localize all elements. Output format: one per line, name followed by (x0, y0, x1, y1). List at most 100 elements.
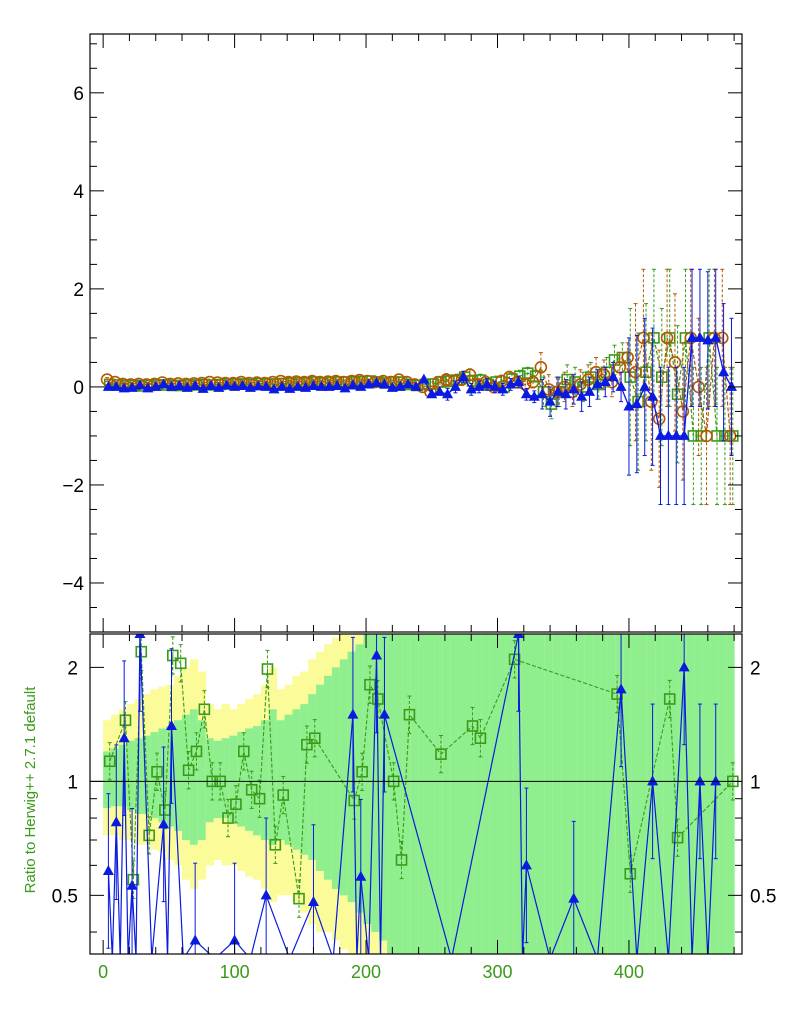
band-inner (276, 720, 286, 841)
ratio-green-point (230, 798, 242, 811)
band-inner (686, 634, 696, 954)
ratio-green-point (663, 693, 676, 705)
series-point (260, 380, 272, 391)
series-point (236, 379, 248, 390)
band-inner (623, 634, 633, 954)
band-inner (465, 634, 475, 954)
band-inner (197, 720, 207, 841)
band-inner (134, 738, 144, 814)
band-inner (473, 634, 483, 954)
series-point (660, 331, 674, 345)
ratio-blue-point (378, 708, 390, 719)
band-inner (592, 634, 601, 954)
ratio-green-point (364, 678, 376, 691)
series-point (581, 373, 595, 386)
band-inner (363, 634, 372, 925)
band-inner (355, 644, 364, 913)
ratio-green-point (167, 649, 179, 662)
band-inner (300, 704, 309, 855)
ratio-y-tick-label-left: 1 (67, 772, 78, 793)
band-inner (671, 634, 680, 954)
x-tick-label: 0 (98, 962, 108, 982)
band-inner (600, 634, 609, 954)
series-point (526, 375, 540, 389)
ratio-green-point (372, 693, 384, 705)
ratio-blue-point (347, 708, 359, 719)
band-inner (497, 634, 506, 954)
series-point (158, 378, 170, 389)
ratio-green-point (222, 812, 234, 824)
main-frame (89, 33, 743, 633)
band-inner (615, 634, 625, 954)
ratio-blue-point (166, 720, 177, 731)
ratio-blue-point (647, 775, 659, 786)
band-inner (410, 634, 420, 954)
ratio-green-point (143, 829, 155, 842)
series-point (710, 331, 722, 342)
ratio-green-point (466, 720, 479, 732)
series-point (410, 380, 422, 391)
series-point (629, 365, 642, 379)
ratio-green-point (474, 732, 487, 745)
series-point (244, 381, 256, 392)
band-inner (576, 634, 585, 954)
series-point (637, 331, 650, 345)
band-inner (442, 634, 451, 954)
ratio-axis-label: Ratio to Herwig++ 2.7.1 default (22, 686, 39, 894)
y-tick-label: 0 (73, 378, 84, 399)
series-point (189, 379, 201, 390)
band-inner (434, 634, 443, 954)
ratio-green-point (261, 663, 274, 675)
band-inner (450, 634, 459, 954)
series-point (418, 373, 430, 384)
series-point (497, 383, 509, 394)
ratio-blue-point (189, 934, 201, 945)
series-point (686, 331, 698, 342)
band-inner (726, 634, 735, 954)
band-inner (639, 634, 648, 954)
band-inner (458, 634, 467, 954)
y-tick-label: 6 (73, 84, 84, 105)
ratio-blue-point (126, 879, 138, 890)
series-point (439, 373, 453, 386)
ratio-blue-point (110, 816, 122, 827)
y-tick-label: −4 (62, 574, 84, 595)
band-inner (394, 634, 404, 954)
ratio-blue-point (102, 864, 114, 875)
band-inner (568, 634, 577, 954)
series-point (568, 383, 580, 394)
ratio-frame (89, 633, 743, 955)
ratio-green-point (269, 838, 282, 851)
series-point (432, 375, 445, 389)
band-inner (513, 634, 522, 954)
series-point (615, 380, 627, 391)
band-inner (560, 634, 569, 954)
ratio-green-point (293, 892, 305, 905)
series-point (386, 381, 398, 392)
band-inner (631, 634, 640, 954)
series-point (520, 388, 532, 399)
series-point (676, 405, 690, 418)
series-point (718, 366, 730, 377)
series-point (363, 378, 375, 389)
series-point (457, 371, 469, 382)
ratio-green-point (671, 831, 684, 844)
series-point (442, 388, 454, 399)
series-point (700, 429, 713, 443)
ratio-green-point (624, 867, 637, 880)
ratio-blue-point (694, 775, 706, 786)
ratio-green-point (190, 745, 203, 758)
band-inner (418, 634, 428, 954)
ratio-green-point (277, 789, 290, 801)
band-inner (552, 634, 562, 954)
ratio-blue-point (134, 634, 146, 638)
series-point (639, 380, 651, 391)
series-point (534, 361, 548, 374)
band-inner (426, 634, 435, 954)
series-point (613, 361, 627, 374)
ratio-blue-point (710, 775, 722, 786)
band-inner (678, 634, 688, 954)
series-point (560, 388, 572, 399)
ratio-green-point (174, 657, 187, 670)
ratio-blue-point (371, 649, 383, 660)
